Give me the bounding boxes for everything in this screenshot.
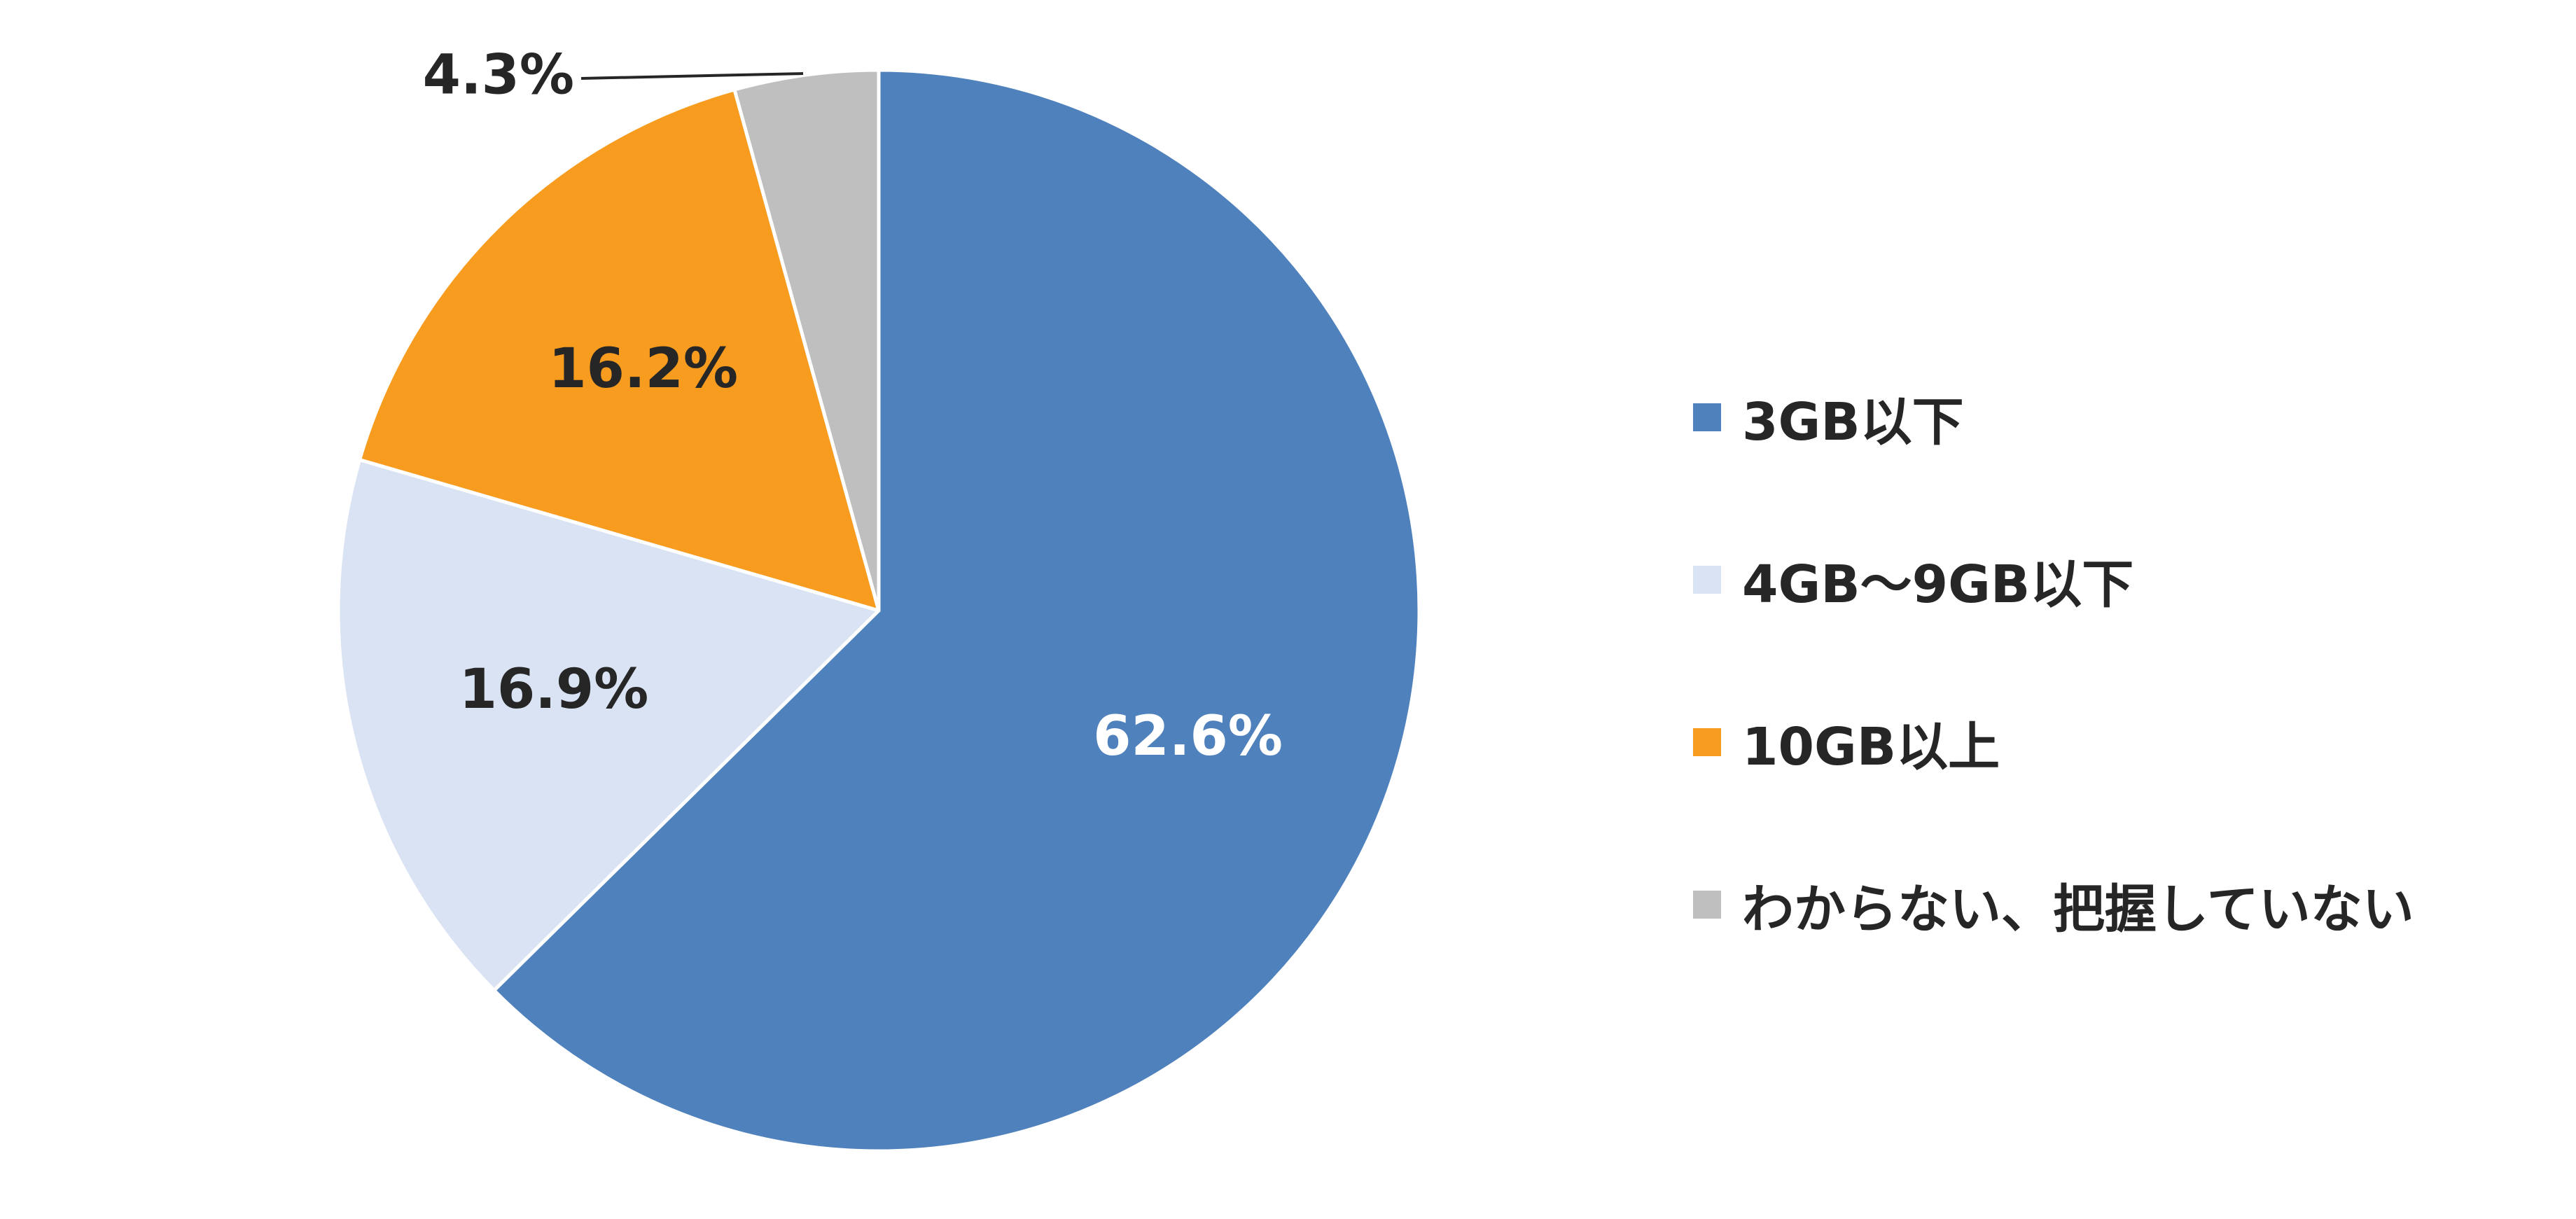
legend-label: 4GB～9GB以下 — [1742, 554, 2134, 615]
legend-item-4gb-to-9gb: 4GB～9GB以下 — [1693, 499, 2533, 661]
data-label: 62.6% — [1093, 705, 1283, 768]
legend-item-10gb-or-more: 10GB以上 — [1693, 661, 2533, 823]
data-label: 4.3% — [423, 43, 574, 106]
legend-label: 10GB以上 — [1742, 716, 2000, 777]
legend-swatch — [1693, 566, 1721, 594]
pie-slice — [336, 458, 881, 992]
legend-label: わからない、把握していない — [1742, 879, 2414, 940]
pie-slice — [358, 88, 881, 613]
pie-slice — [492, 68, 1421, 1153]
data-label: 16.9% — [459, 658, 649, 721]
leader-line — [580, 72, 804, 80]
pie-slice — [732, 68, 881, 613]
legend-label: 3GB以下 — [1742, 391, 1964, 452]
data-label: 16.2% — [548, 337, 738, 400]
legend-swatch — [1693, 728, 1721, 756]
legend-item-unknown: わからない、把握していない — [1693, 823, 2533, 986]
legend-swatch — [1693, 891, 1721, 919]
chart-legend: 3GB以下 4GB～9GB以下 10GB以上 わからない、把握していない — [1693, 336, 2533, 986]
legend-item-3gb-or-less: 3GB以下 — [1693, 336, 2533, 499]
legend-swatch — [1693, 403, 1721, 431]
